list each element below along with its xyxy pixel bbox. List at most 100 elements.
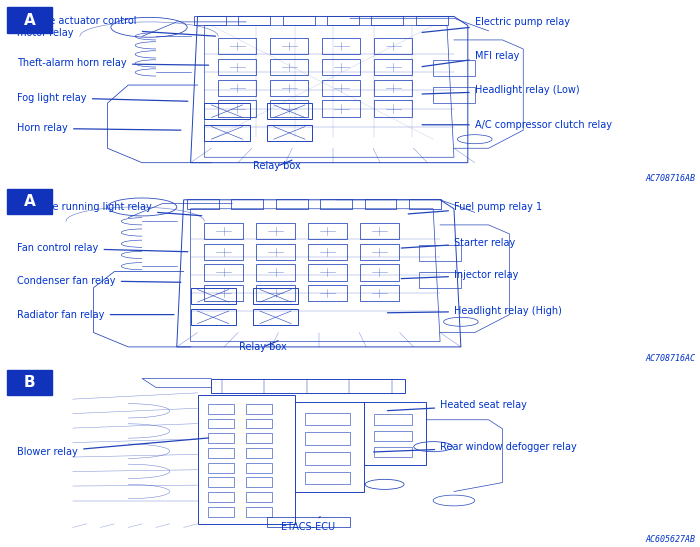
Text: Starter relay: Starter relay [401, 238, 515, 248]
Bar [327, 15, 359, 26]
Bar [374, 101, 412, 117]
Bar [187, 199, 219, 209]
Bar [374, 38, 412, 54]
Bar [218, 59, 256, 75]
Text: Daytime running light relay: Daytime running light relay [18, 202, 202, 216]
Bar [190, 309, 236, 325]
Text: Blower relay: Blower relay [18, 438, 209, 457]
Text: AC708716AC: AC708716AC [645, 354, 695, 363]
Bar [246, 478, 272, 487]
Bar [267, 517, 350, 527]
Bar [204, 244, 243, 260]
Bar [246, 448, 272, 458]
Text: Throttle actuator control
motor relay: Throttle actuator control motor relay [18, 16, 216, 38]
Bar [208, 463, 234, 473]
FancyBboxPatch shape [7, 189, 52, 214]
Bar [409, 199, 441, 209]
Bar [309, 264, 346, 281]
Bar [190, 288, 236, 304]
Bar [194, 15, 226, 26]
Bar [204, 125, 249, 141]
Bar [256, 285, 295, 301]
Bar [208, 433, 234, 443]
Bar [204, 264, 243, 281]
Text: Horn relay: Horn relay [18, 124, 181, 133]
Bar [322, 80, 360, 96]
Bar [433, 87, 475, 103]
Text: A: A [24, 13, 36, 27]
Bar [253, 288, 298, 304]
Bar [322, 38, 360, 54]
Bar [208, 418, 234, 428]
Bar [360, 244, 398, 260]
Bar [208, 507, 234, 517]
Bar [372, 15, 403, 26]
Bar [433, 60, 475, 76]
Bar [374, 430, 412, 441]
Bar [365, 199, 396, 209]
Bar [208, 492, 234, 502]
Bar [197, 394, 295, 524]
Text: Rear window defogger relay: Rear window defogger relay [374, 441, 577, 452]
Text: AC708716AB: AC708716AB [645, 173, 695, 183]
Bar [419, 271, 461, 288]
Text: Relay box: Relay box [253, 160, 301, 171]
Text: Electric pump relay: Electric pump relay [422, 17, 570, 32]
FancyBboxPatch shape [7, 8, 52, 33]
Bar [246, 433, 272, 443]
Text: Fan control relay: Fan control relay [18, 243, 188, 253]
Text: Relay box: Relay box [239, 341, 287, 352]
Text: ETACS-ECU: ETACS-ECU [281, 517, 335, 532]
Bar [360, 223, 398, 239]
Bar [267, 125, 312, 141]
Bar [208, 478, 234, 487]
Text: Radiator fan relay: Radiator fan relay [18, 310, 174, 319]
Bar [246, 492, 272, 502]
Bar [305, 452, 350, 464]
Bar [374, 80, 412, 96]
Text: Headlight relay (Low): Headlight relay (Low) [422, 85, 580, 96]
Bar [270, 80, 309, 96]
Bar [374, 415, 412, 425]
Bar [374, 447, 412, 457]
Bar [305, 432, 350, 445]
Bar [208, 404, 234, 414]
Bar [204, 103, 249, 119]
Bar [246, 404, 272, 414]
Bar [322, 101, 360, 117]
Bar [419, 245, 461, 261]
Text: Heated seat relay: Heated seat relay [387, 400, 527, 411]
Bar [246, 418, 272, 428]
Bar [305, 412, 350, 425]
Bar [309, 244, 346, 260]
Text: AC605627AB: AC605627AB [645, 534, 695, 544]
Bar [374, 59, 412, 75]
Text: Fuel pump relay 1: Fuel pump relay 1 [408, 202, 542, 214]
Bar [364, 402, 426, 464]
Bar [211, 379, 405, 393]
Bar [256, 223, 295, 239]
Bar [270, 38, 309, 54]
Bar [283, 15, 315, 26]
Bar [322, 59, 360, 75]
Bar [246, 463, 272, 473]
Bar [309, 223, 346, 239]
Bar [295, 402, 364, 492]
Bar [246, 507, 272, 517]
Bar [320, 199, 352, 209]
Bar [253, 309, 298, 325]
Bar [232, 199, 263, 209]
Bar [360, 285, 398, 301]
Text: A: A [24, 194, 36, 209]
Bar [276, 199, 308, 209]
Bar [208, 448, 234, 458]
Bar [416, 15, 448, 26]
Bar [305, 472, 350, 484]
Bar [204, 223, 243, 239]
Text: Injector relay: Injector relay [401, 270, 518, 280]
Text: Fog light relay: Fog light relay [18, 92, 188, 103]
Bar [270, 101, 309, 117]
Text: MFI relay: MFI relay [422, 51, 519, 67]
Text: Condenser fan relay: Condenser fan relay [18, 276, 181, 286]
Bar [309, 285, 346, 301]
